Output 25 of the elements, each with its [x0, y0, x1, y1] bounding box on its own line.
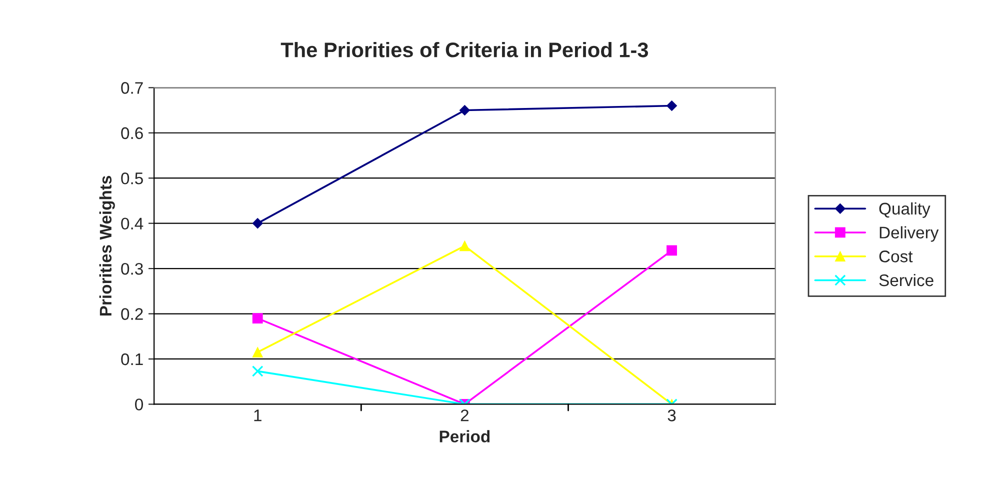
point [459, 105, 470, 116]
y-tick-label: 0 [135, 398, 143, 410]
x-tick-label: 2 [460, 410, 468, 422]
x-tick-label: 3 [668, 410, 676, 422]
y-tick-label: 0.6 [121, 127, 143, 140]
y-tick-label: 0.5 [121, 172, 143, 184]
y-tick-label: 0.1 [121, 353, 143, 366]
point [252, 346, 263, 358]
y-tick-label: 0.2 [121, 308, 143, 320]
point [252, 313, 263, 324]
legend-label: Quality [879, 202, 930, 218]
point [666, 100, 678, 112]
y-tick-label: 0.4 [121, 218, 144, 230]
y-tick-label: 0.7 [121, 82, 143, 94]
y-tick-label: 0.3 [121, 262, 143, 275]
y-axis-title: Priorities Weights [99, 176, 115, 316]
chart-title: The Priorities of Criteria in Period 1-3 [280, 42, 648, 58]
point [666, 245, 677, 256]
point [252, 218, 263, 229]
legend-label: Cost [879, 250, 913, 262]
point [459, 240, 470, 252]
x-axis-title: Period [440, 430, 490, 442]
legend-label: Service [879, 274, 934, 286]
x-tick-label: 1 [254, 410, 262, 422]
legend-label: Delivery [880, 226, 939, 242]
